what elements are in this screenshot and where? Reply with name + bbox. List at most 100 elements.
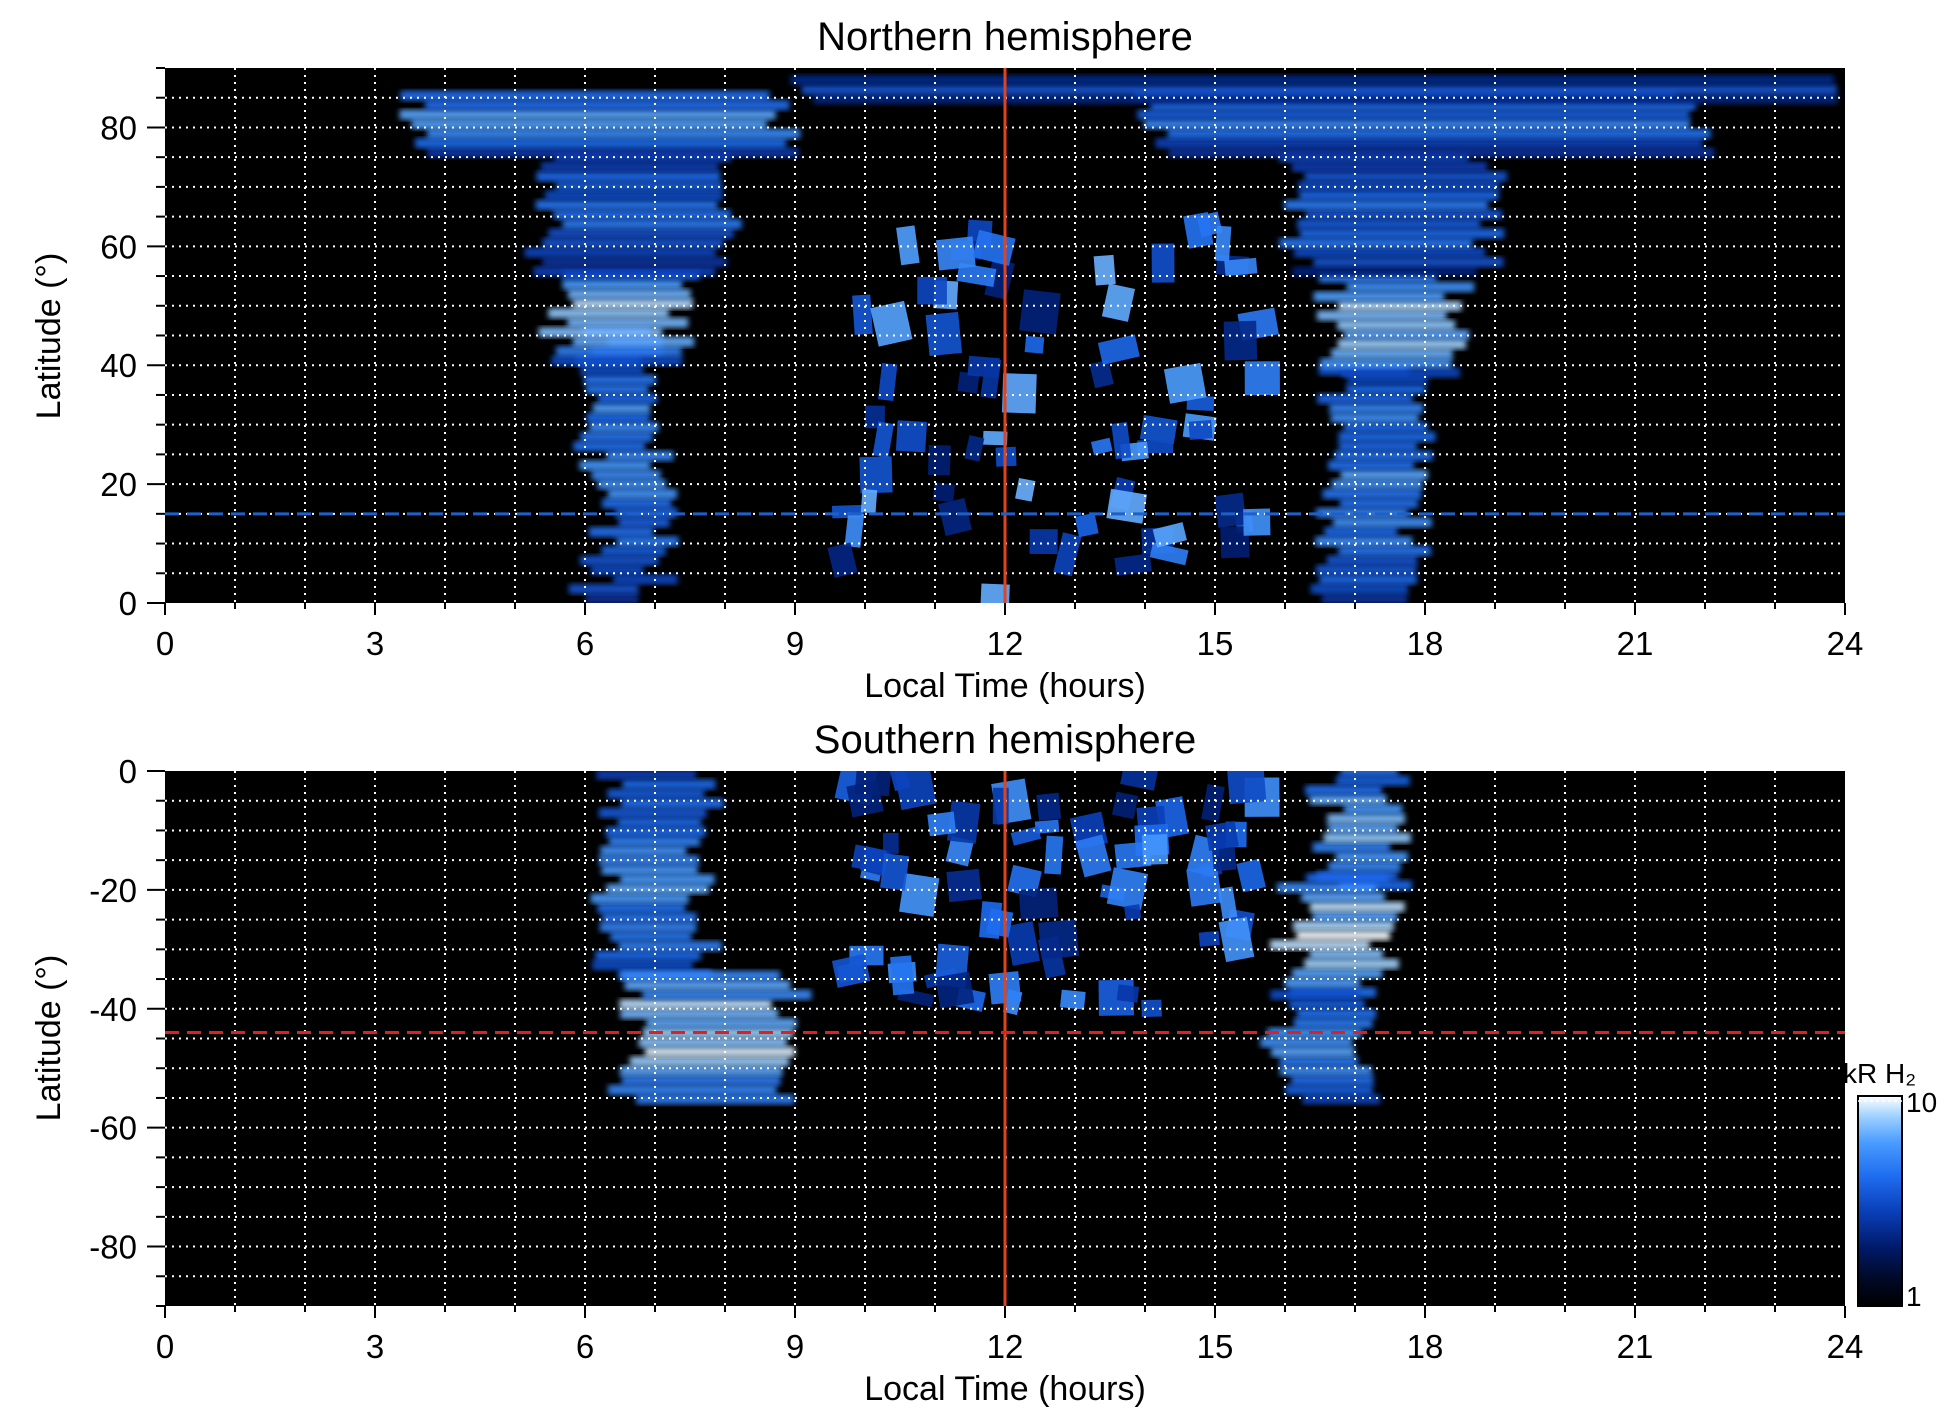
emission-patch	[1223, 320, 1258, 361]
emission-band	[1346, 282, 1475, 293]
emission-band	[592, 403, 651, 414]
emission-band	[619, 1065, 783, 1076]
colorbar: kR H₂ 10 1	[1843, 1058, 1937, 1312]
emission-patch	[1149, 542, 1189, 566]
emission-band	[1332, 517, 1432, 528]
emission-patch	[1142, 834, 1169, 865]
emission-band	[591, 469, 661, 480]
y-tick-label: 0	[119, 585, 137, 622]
emission-band	[573, 441, 646, 452]
emission-patch	[936, 236, 976, 271]
emission-band	[598, 807, 707, 818]
emission-band	[620, 1008, 779, 1019]
x-tick-label: 3	[366, 625, 384, 662]
emission-band	[1137, 109, 1690, 120]
emission-band	[1335, 851, 1408, 862]
emission-band	[1338, 441, 1417, 452]
north-panel: Northern hemisphere 0 3 6 9 12 15 18 21 24 0 20 40 6…	[30, 15, 1863, 705]
emission-band	[555, 180, 723, 191]
emission-patch	[872, 421, 894, 458]
emission-band	[1304, 958, 1399, 969]
emission-patch	[1205, 821, 1239, 851]
emission-band	[1309, 949, 1383, 960]
emission-band	[621, 798, 724, 809]
emission-patch	[1217, 886, 1238, 920]
y-tick-label: -20	[89, 872, 137, 909]
emission-band	[545, 190, 723, 201]
emission-band	[801, 84, 1837, 95]
emission-band	[553, 209, 731, 220]
emission-patch	[1201, 784, 1225, 822]
emission-patch	[964, 435, 985, 462]
emission-band	[1317, 393, 1414, 404]
emission-band	[622, 779, 716, 790]
emission-band	[572, 336, 695, 347]
emission-patch	[927, 444, 951, 476]
emission-band	[1143, 119, 1690, 130]
emission-patch	[1089, 359, 1114, 389]
emission-band	[1334, 450, 1433, 461]
emission-band	[595, 950, 701, 961]
emission-band	[540, 161, 719, 172]
emission-patch	[1139, 414, 1178, 445]
emission-band	[1316, 310, 1447, 321]
emission-band	[607, 488, 678, 499]
emission-patch	[1090, 437, 1113, 456]
emission-band	[1305, 785, 1382, 796]
emission-region	[1313, 272, 1475, 378]
x-tick-label: 24	[1827, 625, 1864, 662]
emission-patch	[1220, 526, 1250, 559]
x-tick-label: 15	[1197, 1328, 1234, 1365]
y-tick-label: 40	[100, 347, 137, 384]
emission-band	[599, 921, 697, 932]
emission-band	[1340, 771, 1399, 777]
emission-patch	[945, 835, 974, 867]
emission-patch	[1005, 921, 1040, 966]
emission-band	[616, 536, 679, 547]
x-tick-label: 0	[156, 1328, 174, 1365]
emission-patch	[956, 262, 997, 288]
emission-band	[579, 460, 651, 471]
emission-band	[548, 308, 669, 319]
emission-band	[1320, 358, 1452, 369]
emission-band	[1347, 374, 1428, 385]
emission-band	[586, 412, 650, 423]
emission-band	[619, 999, 772, 1010]
emission-patch	[880, 853, 910, 891]
emission-band	[592, 960, 693, 971]
emission-band	[1302, 1094, 1381, 1105]
emission-band	[590, 564, 644, 575]
emission-patch	[938, 497, 972, 537]
emission-patch	[1224, 257, 1258, 276]
emission-patch	[894, 771, 937, 811]
emission-patch	[935, 971, 975, 1009]
emission-band	[1309, 901, 1405, 912]
emission-band	[1327, 813, 1405, 824]
emission-patch	[1183, 212, 1214, 249]
emission-band	[1290, 1075, 1374, 1086]
emission-band	[620, 874, 715, 885]
emission-band	[583, 374, 657, 385]
emission-band	[567, 289, 691, 300]
emission-band	[555, 346, 682, 357]
emission-patch	[1111, 791, 1139, 820]
emission-band	[1279, 1056, 1358, 1067]
emission-band	[1298, 180, 1500, 191]
colorbar-label: kR H₂	[1843, 1058, 1916, 1089]
emission-region	[538, 270, 700, 366]
emission-patch	[851, 844, 887, 873]
emission-band	[636, 1094, 795, 1105]
emission-band	[1168, 147, 1715, 158]
emission-band	[597, 479, 667, 490]
emission-band	[601, 864, 698, 875]
north-x-axis-label: Local Time (hours)	[864, 667, 1146, 705]
emission-band	[1155, 138, 1703, 149]
emission-band	[602, 498, 672, 509]
emission-patch	[1188, 419, 1213, 440]
emission-band	[1338, 431, 1436, 442]
emission-band	[606, 883, 710, 894]
colorbar-min-label: 1	[1906, 1281, 1922, 1312]
south-reference-lines	[165, 771, 1845, 1306]
emission-patch	[927, 811, 957, 837]
emission-band	[790, 75, 1835, 86]
